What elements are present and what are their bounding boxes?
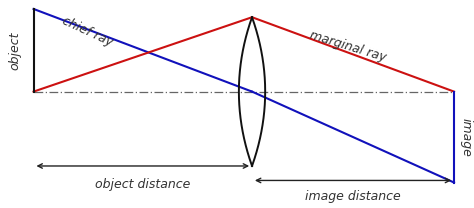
Text: object: object xyxy=(8,31,21,69)
Text: image distance: image distance xyxy=(305,191,401,203)
Text: chief ray: chief ray xyxy=(60,14,115,49)
Text: image: image xyxy=(459,118,472,156)
Text: object distance: object distance xyxy=(95,178,191,191)
Text: marginal ray: marginal ray xyxy=(309,28,388,64)
